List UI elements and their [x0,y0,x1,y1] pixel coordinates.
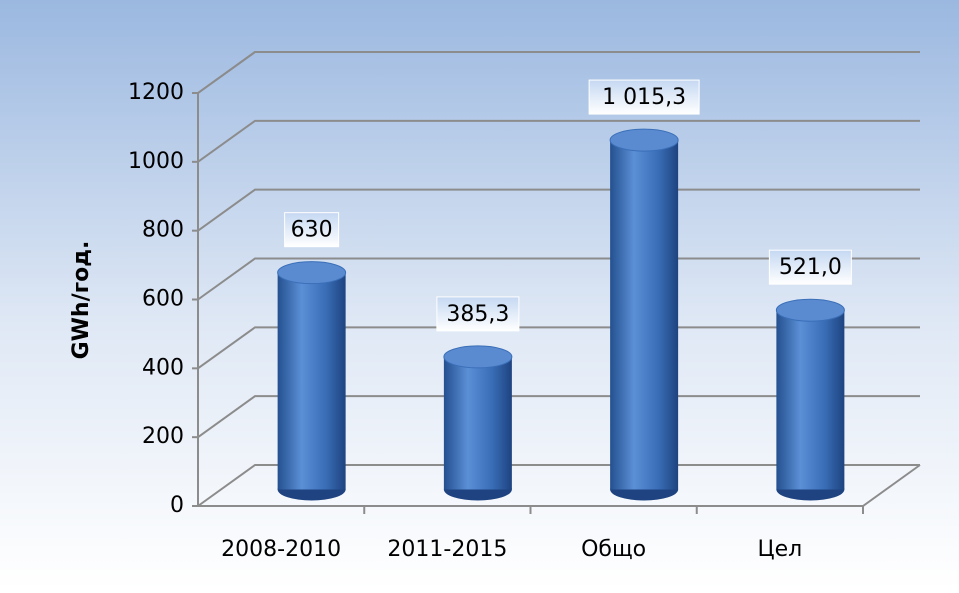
grid-line [197,326,920,370]
y-tick-label: 1200 [128,80,184,105]
bar-top [443,345,513,369]
data-label-box [768,249,852,285]
bar [610,140,679,490]
y-tick-label: 600 [142,287,184,312]
data-label-box [284,212,340,248]
bar-top [775,298,845,322]
bar [443,356,512,490]
grid-line [197,119,920,163]
grid-line [197,395,920,438]
bar [277,272,346,490]
bar [776,310,845,490]
y-tick-label: 800 [142,218,184,243]
grid-line [197,188,920,232]
data-label: 385,3 [446,302,509,327]
bar-top [609,128,679,152]
bar-top [277,261,347,285]
x-tick-label: Цел [758,537,803,562]
grid-line [197,51,920,94]
y-tick-label: 0 [170,493,184,518]
y-tick-label: 200 [142,424,184,449]
x-tick-label: Общо [581,537,646,562]
y-tick-label: 400 [142,355,184,380]
data-label: 630 [291,218,333,243]
y-tick-label: 1000 [128,149,184,174]
data-label: 1 015,3 [602,85,686,110]
y-axis-label: GWh/год. [69,241,94,360]
data-label-box [436,296,520,332]
x-tick-label: 2011-2015 [387,537,507,562]
grid-line [197,464,920,507]
grid-line [197,257,920,301]
data-label: 521,0 [779,255,842,280]
x-tick-label: 2008-2010 [221,537,341,562]
data-label-box [588,79,700,115]
